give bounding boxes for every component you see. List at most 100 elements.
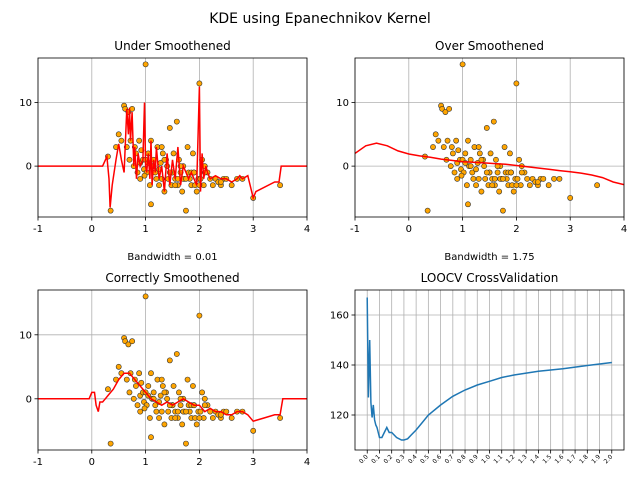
data-point bbox=[524, 175, 531, 182]
data-point bbox=[115, 131, 122, 138]
data-point bbox=[179, 421, 186, 428]
data-point bbox=[465, 137, 471, 144]
data-point bbox=[173, 118, 180, 125]
data-point bbox=[177, 402, 184, 409]
data-point bbox=[193, 421, 200, 428]
data-point bbox=[475, 175, 482, 182]
axes-frame bbox=[37, 57, 308, 218]
subplot-loocv: 0.0 0.1 0.2 0.3 0.4 0.5 0.6 0.7 0.8 0.9 1.0 1.1 1.2 1… bbox=[330, 271, 625, 465]
x-tick-label: 3 bbox=[250, 457, 256, 468]
data-point bbox=[197, 408, 204, 415]
data-point bbox=[228, 415, 235, 421]
data-point bbox=[148, 434, 154, 441]
data-point bbox=[141, 405, 148, 412]
subplot-title: Over Smoothened bbox=[435, 39, 544, 53]
data-point bbox=[501, 144, 508, 150]
data-point bbox=[161, 421, 168, 428]
data-point bbox=[478, 188, 485, 195]
data-point bbox=[277, 182, 283, 189]
data-point bbox=[454, 175, 461, 182]
data-point bbox=[447, 163, 454, 170]
data-point bbox=[118, 137, 125, 144]
data-point bbox=[448, 144, 455, 150]
plot-area bbox=[366, 297, 612, 441]
subplot-under: -1 0 1 2 3 4 0 10 Under Smoothened Bandwidth = 0.… bbox=[19, 39, 310, 263]
data-point bbox=[450, 150, 456, 157]
data-point bbox=[147, 415, 153, 421]
x-tick-label: -1 bbox=[33, 224, 43, 235]
data-point bbox=[483, 125, 490, 131]
x-tick-label: 0.7 bbox=[444, 453, 456, 465]
data-point bbox=[199, 389, 205, 396]
data-point bbox=[487, 150, 494, 157]
data-point bbox=[164, 395, 171, 402]
data-point bbox=[190, 383, 196, 389]
data-point bbox=[105, 386, 111, 393]
data-point bbox=[228, 182, 235, 189]
data-point bbox=[148, 370, 154, 377]
data-point bbox=[496, 188, 503, 195]
data-point bbox=[277, 415, 283, 421]
data-point bbox=[446, 105, 453, 112]
data-point bbox=[129, 338, 136, 345]
data-point bbox=[518, 169, 525, 176]
x-tick-label: 1 bbox=[142, 224, 148, 235]
data-point bbox=[156, 182, 162, 189]
data-point bbox=[152, 402, 159, 409]
x-tick-label: 1.1 bbox=[493, 453, 505, 465]
data-point bbox=[184, 144, 191, 150]
data-point bbox=[153, 175, 160, 182]
data-point bbox=[158, 144, 165, 150]
data-point bbox=[166, 125, 173, 131]
data-point bbox=[455, 147, 462, 154]
data-point bbox=[138, 379, 145, 386]
data-point bbox=[142, 293, 149, 300]
data-point bbox=[464, 182, 470, 189]
y-tick-label: 0 bbox=[26, 394, 32, 405]
data-point bbox=[159, 150, 166, 157]
data-point bbox=[467, 163, 474, 170]
data-point bbox=[130, 395, 137, 402]
data-point bbox=[133, 383, 139, 389]
data-point bbox=[250, 427, 257, 434]
x-tick-label: 1.9 bbox=[590, 453, 602, 465]
data-point bbox=[157, 392, 164, 399]
data-point bbox=[150, 389, 157, 396]
data-point bbox=[473, 166, 479, 173]
subplot-over: -1 0 1 2 3 4 0 10 Over Smoothened Bandwidth = 1.7… bbox=[336, 39, 627, 263]
data-point bbox=[158, 408, 165, 415]
data-point bbox=[478, 156, 485, 163]
data-point bbox=[136, 370, 143, 377]
x-tick-label: 1.8 bbox=[578, 453, 590, 465]
data-point bbox=[500, 207, 506, 214]
x-tick-label: 0.3 bbox=[395, 453, 407, 465]
data-point bbox=[183, 408, 189, 415]
subplot-title: Correctly Smoothened bbox=[105, 271, 239, 285]
x-tick-label: 0.2 bbox=[382, 453, 394, 465]
data-point bbox=[462, 150, 469, 157]
data-point bbox=[123, 376, 130, 383]
data-point bbox=[196, 415, 203, 421]
data-point bbox=[170, 150, 177, 157]
data-point bbox=[184, 376, 191, 383]
data-point bbox=[545, 182, 552, 189]
data-point bbox=[142, 61, 149, 68]
data-point bbox=[183, 440, 189, 447]
data-point bbox=[158, 376, 165, 383]
data-point bbox=[551, 175, 557, 182]
x-tick-label: 0.8 bbox=[456, 453, 468, 465]
x-tick-label: -1 bbox=[350, 224, 360, 235]
x-axis-label: Bandwidth = 1.75 bbox=[444, 252, 534, 263]
x-tick-label: 1.2 bbox=[505, 453, 517, 465]
data-point bbox=[473, 182, 479, 189]
data-point bbox=[432, 131, 439, 138]
data-point bbox=[161, 389, 168, 396]
data-point bbox=[107, 440, 114, 447]
data-point bbox=[556, 175, 563, 182]
subplot-title: LOOCV CrossValidation bbox=[421, 271, 559, 285]
y-tick-label: 120 bbox=[330, 411, 349, 422]
data-point bbox=[444, 137, 451, 144]
y-tick-label: 140 bbox=[330, 361, 349, 372]
data-point bbox=[500, 175, 506, 182]
